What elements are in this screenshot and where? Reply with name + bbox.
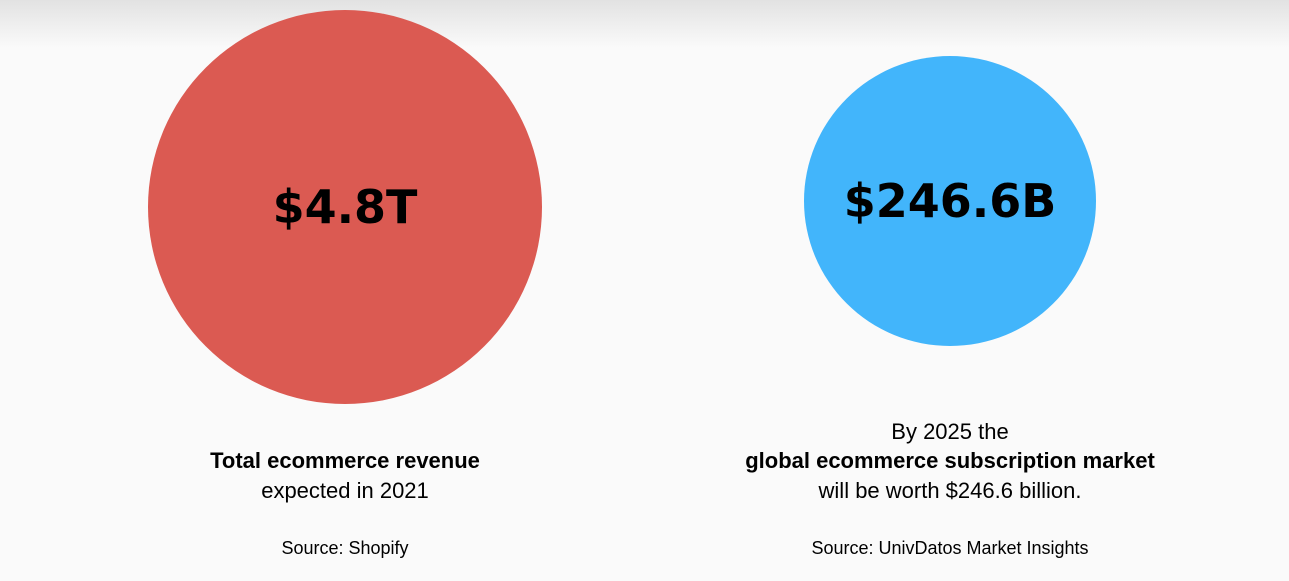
caption-line: Total ecommerce revenue xyxy=(210,448,480,473)
stat-value: $246.6B xyxy=(843,174,1057,228)
stat-circle: $246.6B xyxy=(804,56,1096,346)
top-shadow xyxy=(0,0,1289,48)
stat-circle: $4.8T xyxy=(148,10,542,404)
caption-line: global ecommerce subscription market xyxy=(745,448,1155,473)
caption-line: expected in 2021 xyxy=(261,478,429,503)
source: Source: UnivDatos Market Insights xyxy=(811,538,1089,558)
caption-line: will be worth $246.6 billion. xyxy=(818,478,1082,503)
caption-line: By 2025 the xyxy=(891,419,1009,444)
stat-value: $4.8T xyxy=(272,180,418,234)
source: Source: Shopify xyxy=(281,538,409,558)
